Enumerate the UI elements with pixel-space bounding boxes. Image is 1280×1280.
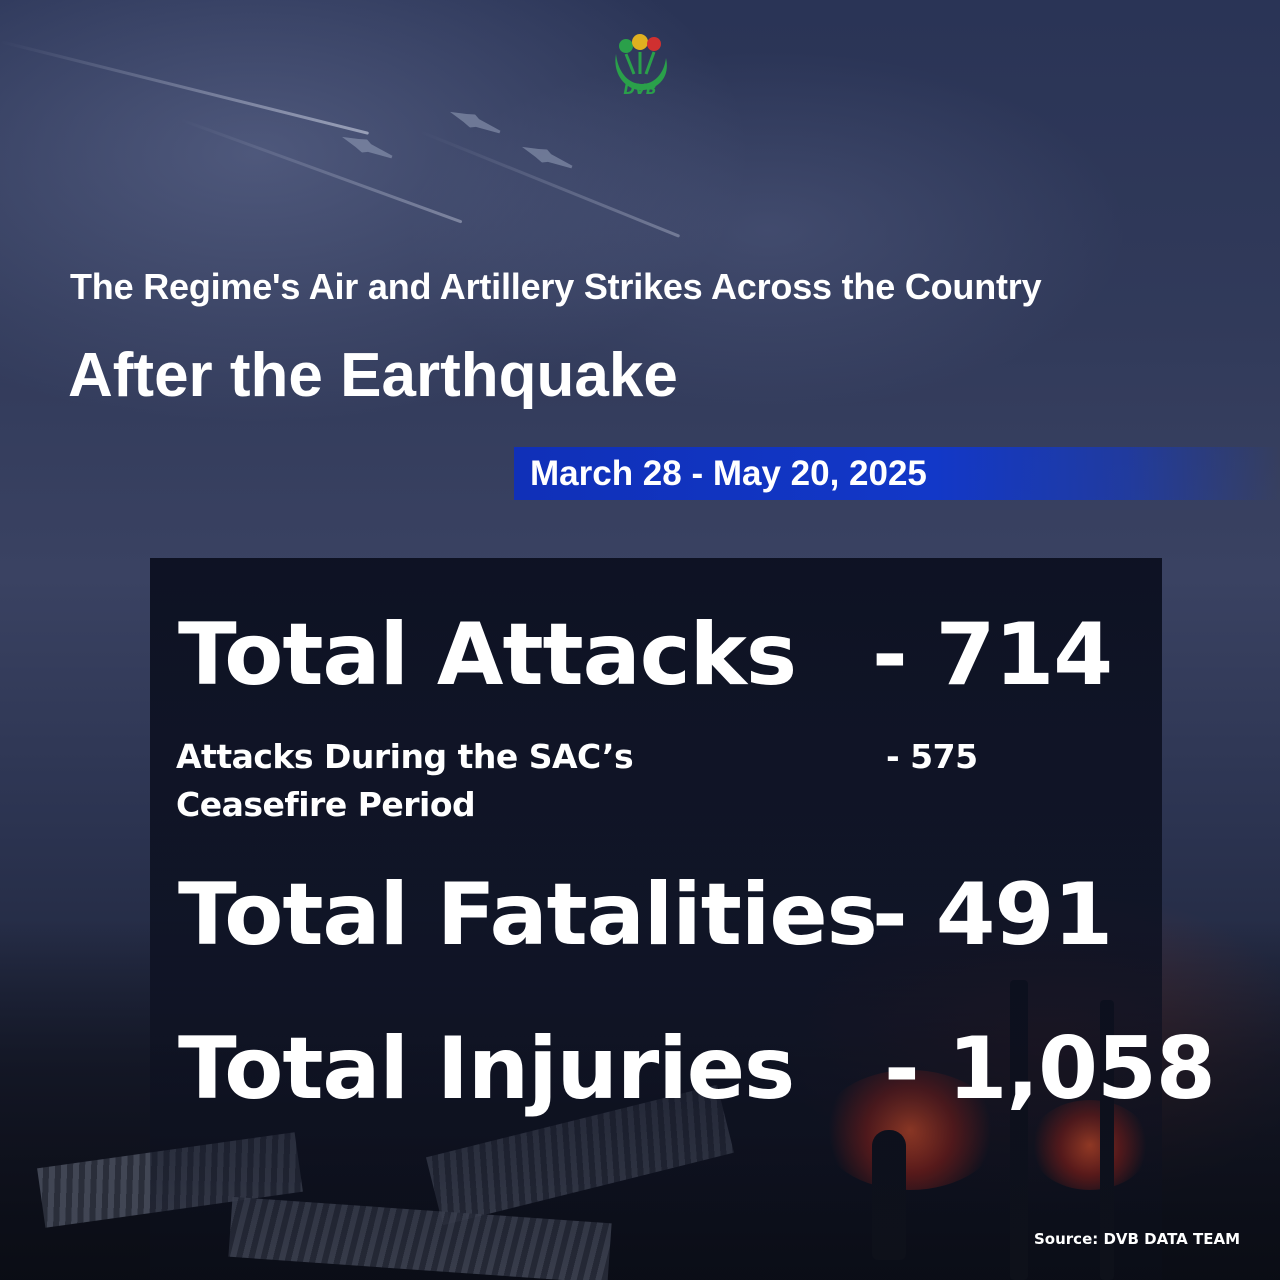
ceasefire-attacks-label-line2: Ceasefire Period: [176, 785, 476, 824]
total-injuries-label: Total Injuries: [178, 1019, 795, 1119]
dvb-logo-icon: [615, 34, 667, 91]
total-fatalities-label: Total Fatalities: [178, 865, 878, 965]
logo-text: DVB: [623, 82, 657, 98]
total-attacks-value: - 714: [872, 605, 1113, 705]
date-band: [514, 447, 1280, 500]
total-injuries-value: - 1,058: [884, 1019, 1216, 1119]
stats-panel: [150, 558, 1162, 1280]
subtitle: The Regime's Air and Artillery Strikes A…: [70, 266, 1042, 307]
date-range: March 28 - May 20, 2025: [530, 454, 927, 493]
ceasefire-attacks-value: - 575: [886, 737, 978, 776]
source-credit: Source: DVB DATA TEAM: [1034, 1230, 1240, 1248]
total-fatalities-value: - 491: [872, 865, 1113, 965]
ceasefire-attacks-label-line1: Attacks During the SAC’s: [176, 737, 634, 776]
page-title: After the Earthquake: [68, 341, 678, 410]
total-attacks-label: Total Attacks: [178, 605, 797, 705]
